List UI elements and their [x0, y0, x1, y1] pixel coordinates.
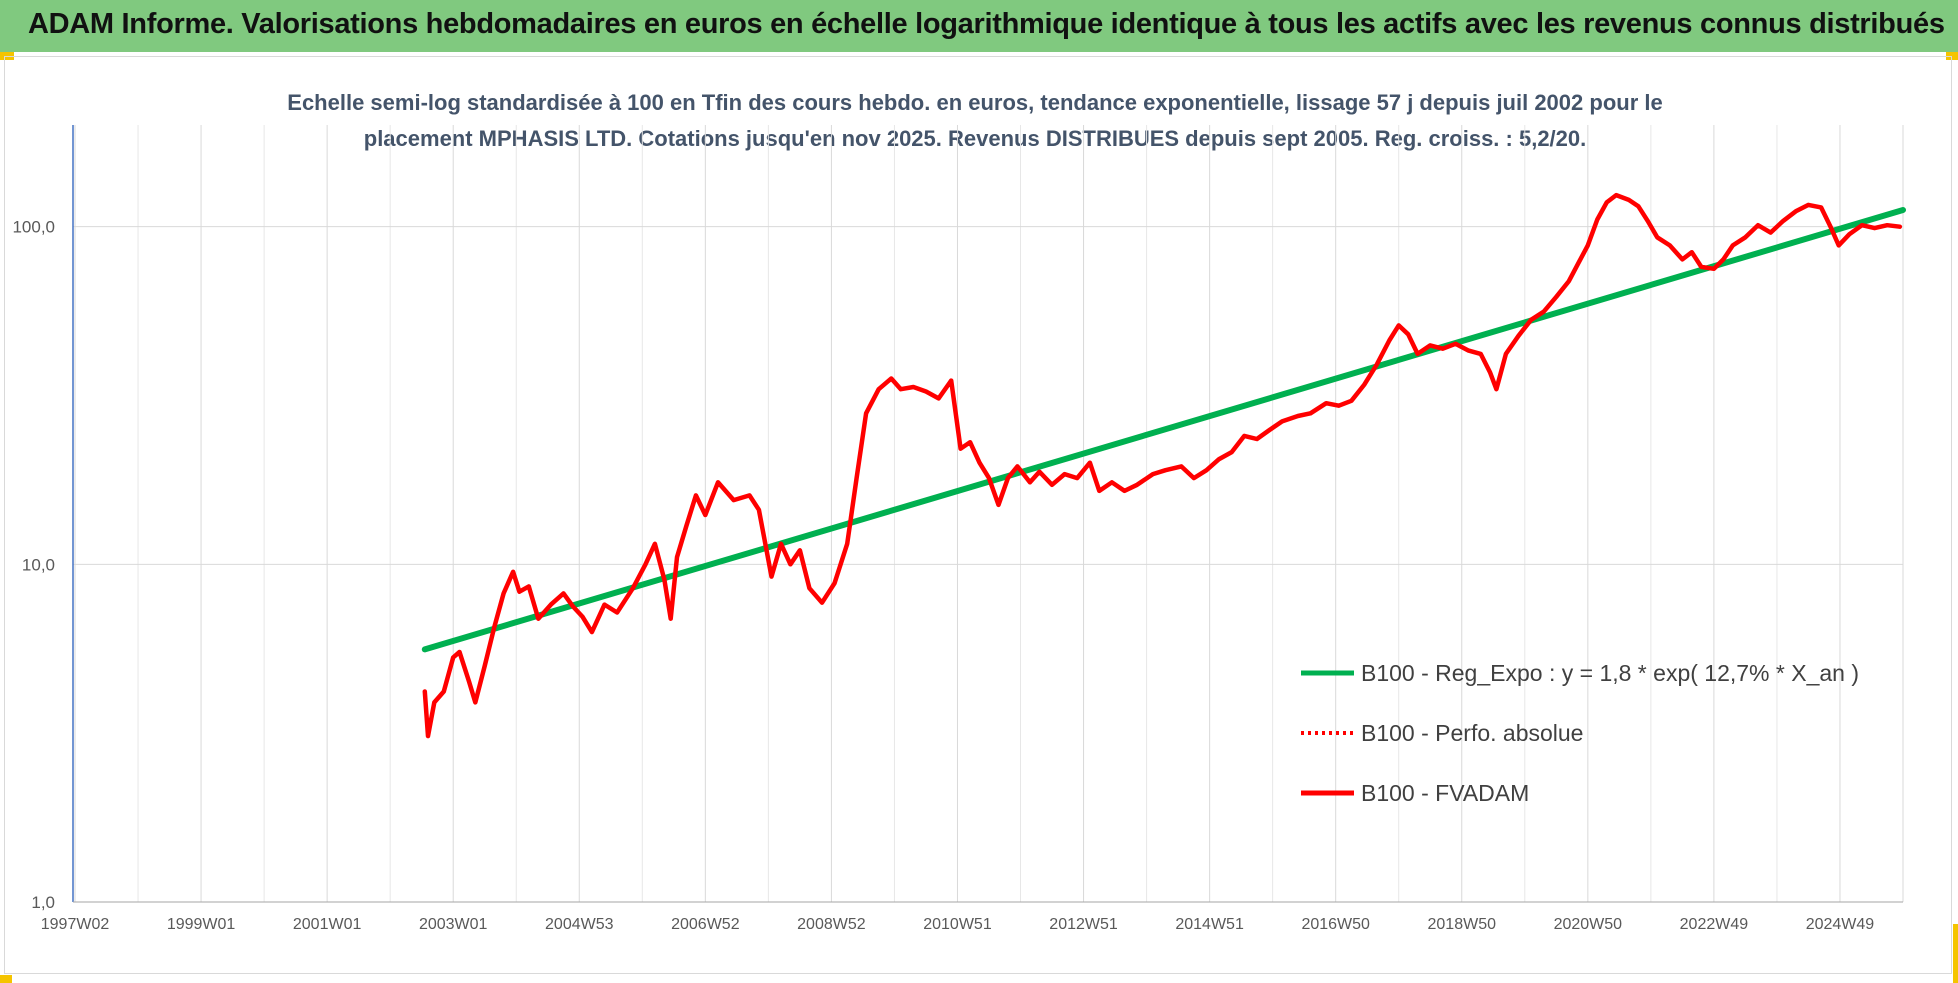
x-tick-label: 2001W01 — [293, 916, 362, 933]
y-tick-label: 100,0 — [12, 218, 55, 237]
x-tick-label: 2010W51 — [923, 916, 992, 933]
x-tick-label: 1999W01 — [167, 916, 236, 933]
y-tick-label: 1,0 — [31, 893, 55, 912]
header-banner: ADAM Informe. Valorisations hebdomadaire… — [0, 0, 1958, 52]
corner-marker-bottom-right — [1953, 924, 1958, 983]
series-line-0 — [421, 207, 1906, 653]
x-tick-label: 2004W53 — [545, 916, 614, 933]
x-tick-label: 2012W51 — [1049, 916, 1118, 933]
x-tick-label: 2022W49 — [1680, 916, 1749, 933]
y-tick-label: 10,0 — [22, 555, 55, 574]
x-tick-label: 2008W52 — [797, 916, 866, 933]
x-tick-label: 2014W51 — [1175, 916, 1244, 933]
chart-axes: 1,0 10,0 100,0 1997W02 1999W01 2001W01 2003W01… — [12, 125, 1903, 933]
x-tick-label: 2016W50 — [1301, 916, 1370, 933]
corner-marker-top-right — [1946, 52, 1958, 60]
legend-label: B100 - Perfo. absolue — [1361, 720, 1583, 746]
chart-series — [421, 192, 1906, 739]
chart-frame — [4, 56, 1952, 974]
series-line-2 — [422, 192, 1903, 739]
x-tick-label: 2024W49 — [1806, 916, 1875, 933]
x-tick-label: 2006W52 — [671, 916, 740, 933]
x-tick-label: 2018W50 — [1428, 916, 1497, 933]
x-tick-label: 2020W50 — [1554, 916, 1623, 933]
corner-marker-bottom-left — [0, 975, 12, 983]
chart-subtitle-line: placement MPHASIS LTD. Cotations jusqu'e… — [364, 126, 1587, 151]
chart-subtitle-line: Echelle semi-log standardisée à 100 en T… — [287, 90, 1662, 115]
chart-grid — [73, 125, 1904, 903]
x-tick-label: 1997W02 — [41, 916, 110, 933]
banner-title: ADAM Informe. Valorisations hebdomadaire… — [28, 8, 1945, 40]
legend-label: B100 - FVADAM — [1361, 780, 1529, 806]
x-tick-label: 2003W01 — [419, 916, 488, 933]
legend-label: B100 - Reg_Expo : y = 1,8 * exp( 12,7% *… — [1361, 660, 1859, 686]
chart-subtitle: Echelle semi-log standardisée à 100 en T… — [287, 90, 1662, 151]
chart-legend: B100 - Reg_Expo : y = 1,8 * exp( 12,7% *… — [1301, 660, 1859, 806]
